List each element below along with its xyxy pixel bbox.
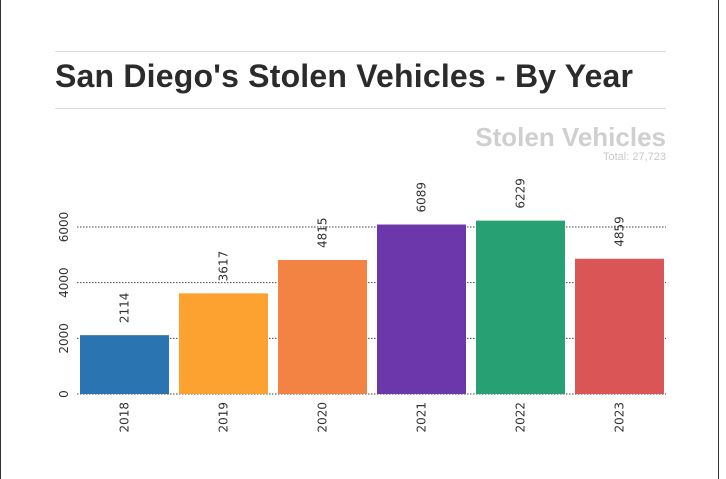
- chart-title: San Diego's Stolen Vehicles - By Year: [55, 58, 634, 94]
- data-label: 2114: [118, 293, 132, 324]
- bar-2020: [278, 259, 367, 394]
- x-tick-label: 2018: [118, 402, 132, 433]
- y-tick-label: 6000: [57, 212, 71, 243]
- bar-2023: [575, 258, 664, 394]
- chart-subtitle: Stolen Vehicles: [475, 122, 666, 152]
- y-tick-label: 2000: [57, 323, 71, 354]
- bar-2018: [80, 335, 169, 394]
- x-tick-label: 2020: [316, 402, 330, 433]
- bar-2022: [476, 220, 565, 394]
- data-label: 4859: [613, 216, 627, 247]
- data-label: 6229: [514, 178, 528, 209]
- data-label: 4815: [316, 217, 330, 248]
- data-label: 6089: [415, 182, 429, 213]
- bar-2019: [179, 293, 268, 394]
- x-tick-label: 2023: [613, 402, 627, 433]
- x-tick-label: 2021: [415, 402, 429, 433]
- y-tick-label: 4000: [57, 267, 71, 298]
- data-label: 3617: [217, 251, 231, 282]
- y-tick-label: 0: [57, 390, 71, 398]
- x-tick-label: 2022: [514, 402, 528, 433]
- title-rule: [55, 108, 666, 109]
- x-tick-label: 2019: [217, 402, 231, 433]
- bar-2021: [377, 224, 466, 394]
- top-rule: [55, 51, 666, 52]
- chart-total: Total: 27,723: [603, 151, 666, 163]
